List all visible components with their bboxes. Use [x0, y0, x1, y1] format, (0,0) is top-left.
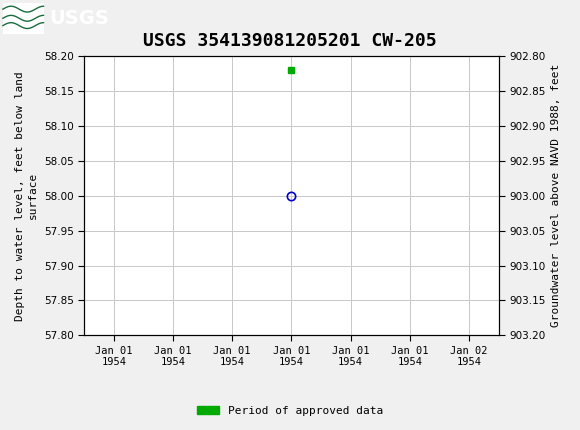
Y-axis label: Depth to water level, feet below land
surface: Depth to water level, feet below land su… [15, 71, 38, 320]
Legend: Period of approved data: Period of approved data [193, 401, 387, 420]
Y-axis label: Groundwater level above NAVD 1988, feet: Groundwater level above NAVD 1988, feet [551, 64, 561, 327]
Text: USGS: USGS [49, 9, 109, 28]
Bar [3, 3, 43, 34]
Text: USGS 354139081205201 CW-205: USGS 354139081205201 CW-205 [143, 32, 437, 50]
